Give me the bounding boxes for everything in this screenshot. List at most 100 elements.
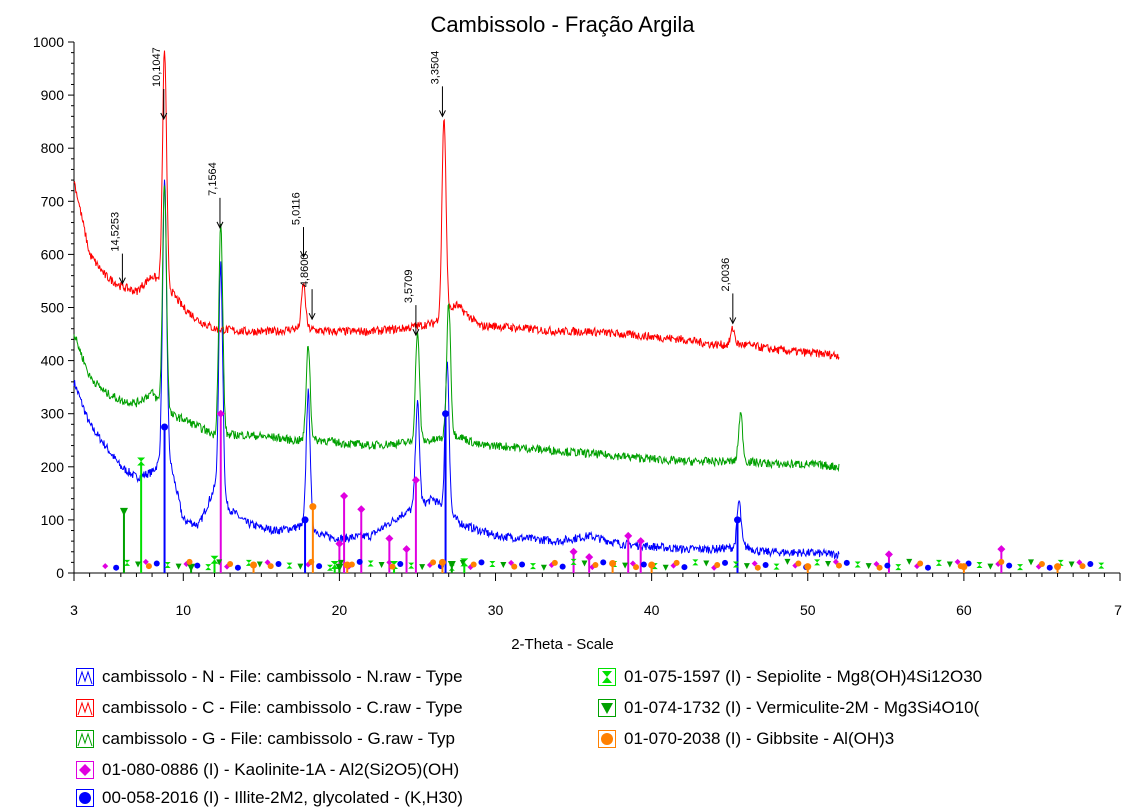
ref-marker [734, 516, 742, 524]
ref-marker [722, 559, 729, 566]
d-label-arrowhead [118, 277, 126, 285]
triangle-down-icon [598, 699, 616, 717]
ref-marker [976, 562, 983, 569]
ref-marker [275, 560, 282, 567]
ref-marker [216, 559, 223, 566]
ref-marker [389, 563, 396, 570]
series-line [73, 50, 840, 360]
d-label: 4,8600 [299, 254, 311, 288]
ref-marker [585, 553, 594, 562]
ref-marker [459, 559, 466, 566]
y-tick-label: 700 [41, 193, 65, 209]
chart-title: Cambissolo - Fração Argila [430, 12, 695, 37]
ref-marker [636, 537, 645, 546]
ref-marker [762, 562, 769, 569]
ref-marker [804, 563, 812, 571]
ref-marker [592, 562, 599, 569]
ref-marker [175, 563, 182, 570]
ref-marker [570, 558, 577, 565]
ref-marker [194, 562, 201, 569]
ref-marker [186, 558, 193, 565]
ref-marker [408, 562, 415, 569]
ref-marker [500, 562, 507, 569]
ref-marker [754, 564, 761, 571]
legend-label: 01-080-0886 (I) - Kaolinite-1A - Al2(Si2… [102, 760, 460, 779]
x-tick-label: 50 [800, 602, 816, 618]
y-tick-label: 800 [41, 140, 65, 156]
ref-marker [876, 564, 883, 571]
ref-marker [357, 505, 366, 514]
d-label-arrowhead [300, 250, 307, 259]
ref-marker [330, 561, 339, 570]
d-label: 14,5253 [109, 212, 121, 252]
ref-marker [559, 563, 566, 570]
ref-marker [703, 560, 710, 567]
circle-icon [598, 730, 616, 748]
ref-marker [348, 561, 355, 568]
ref-marker [430, 559, 437, 566]
ref-marker [250, 561, 258, 569]
y-tick-label: 500 [41, 300, 65, 316]
y-tick-label: 1000 [33, 34, 64, 50]
ref-marker [135, 561, 142, 568]
ref-marker [442, 410, 450, 418]
ref-marker [609, 559, 617, 567]
series-line [73, 179, 840, 561]
d-label-arrowhead [216, 221, 224, 229]
ref-marker [419, 564, 426, 571]
ref-marker [854, 561, 861, 568]
ref-marker [478, 559, 485, 566]
x-axis-label: 2-Theta - Scale [511, 636, 614, 653]
ref-marker [714, 562, 721, 569]
y-tick-label: 400 [41, 353, 65, 369]
red-pattern-icon [76, 699, 94, 717]
legend-label: 01-074-1732 (I) - Vermiculite-2M - Mg3Si… [624, 698, 980, 717]
ref-marker [337, 559, 344, 566]
ref-marker [633, 564, 640, 571]
ref-marker [309, 503, 317, 511]
ref-marker [1079, 563, 1086, 570]
ref-marker [386, 559, 393, 566]
ref-marker [402, 545, 411, 554]
legend-label: cambissolo - N - File: cambissolo - N.ra… [102, 667, 463, 686]
x-tick-label: 20 [332, 602, 348, 618]
ref-marker [569, 547, 578, 556]
ref-marker [519, 561, 526, 568]
blue-pattern-icon [76, 668, 94, 686]
ref-marker [378, 562, 385, 569]
ref-marker [997, 545, 1006, 554]
ref-marker [751, 560, 758, 567]
ref-marker [935, 559, 942, 566]
ref-marker [297, 563, 304, 570]
y-tick-label: 200 [41, 459, 65, 475]
ref-marker [795, 560, 802, 567]
d-label: 7,1564 [207, 162, 219, 196]
ref-marker [119, 507, 128, 516]
ref-marker [438, 558, 446, 566]
ref-marker [884, 550, 893, 559]
ref-marker [692, 559, 699, 566]
ref-marker [356, 558, 363, 565]
circle-icon [76, 789, 94, 807]
ref-marker [648, 561, 656, 569]
legend-label: cambissolo - G - File: cambissolo - G.ra… [102, 729, 455, 748]
ref-marker [784, 558, 791, 565]
ref-marker [489, 560, 496, 567]
ref-marker [511, 563, 518, 570]
ref-marker [1028, 559, 1035, 566]
y-tick-label: 100 [41, 512, 65, 528]
ref-marker [343, 561, 351, 569]
green-pattern-icon [76, 730, 94, 748]
hourglass-icon [598, 668, 616, 686]
ref-marker [540, 564, 547, 571]
ref-marker [581, 560, 588, 567]
ref-marker [998, 558, 1005, 565]
y-tick-label: 600 [41, 246, 65, 262]
ref-marker [256, 561, 263, 568]
ref-marker [216, 409, 225, 418]
legend-label: 01-070-2038 (I) - Gibbsite - Al(OH)3 [624, 729, 895, 748]
ref-marker [301, 516, 309, 524]
d-label: 5,0116 [290, 192, 302, 225]
ref-marker [385, 534, 394, 543]
ref-marker [743, 563, 750, 570]
